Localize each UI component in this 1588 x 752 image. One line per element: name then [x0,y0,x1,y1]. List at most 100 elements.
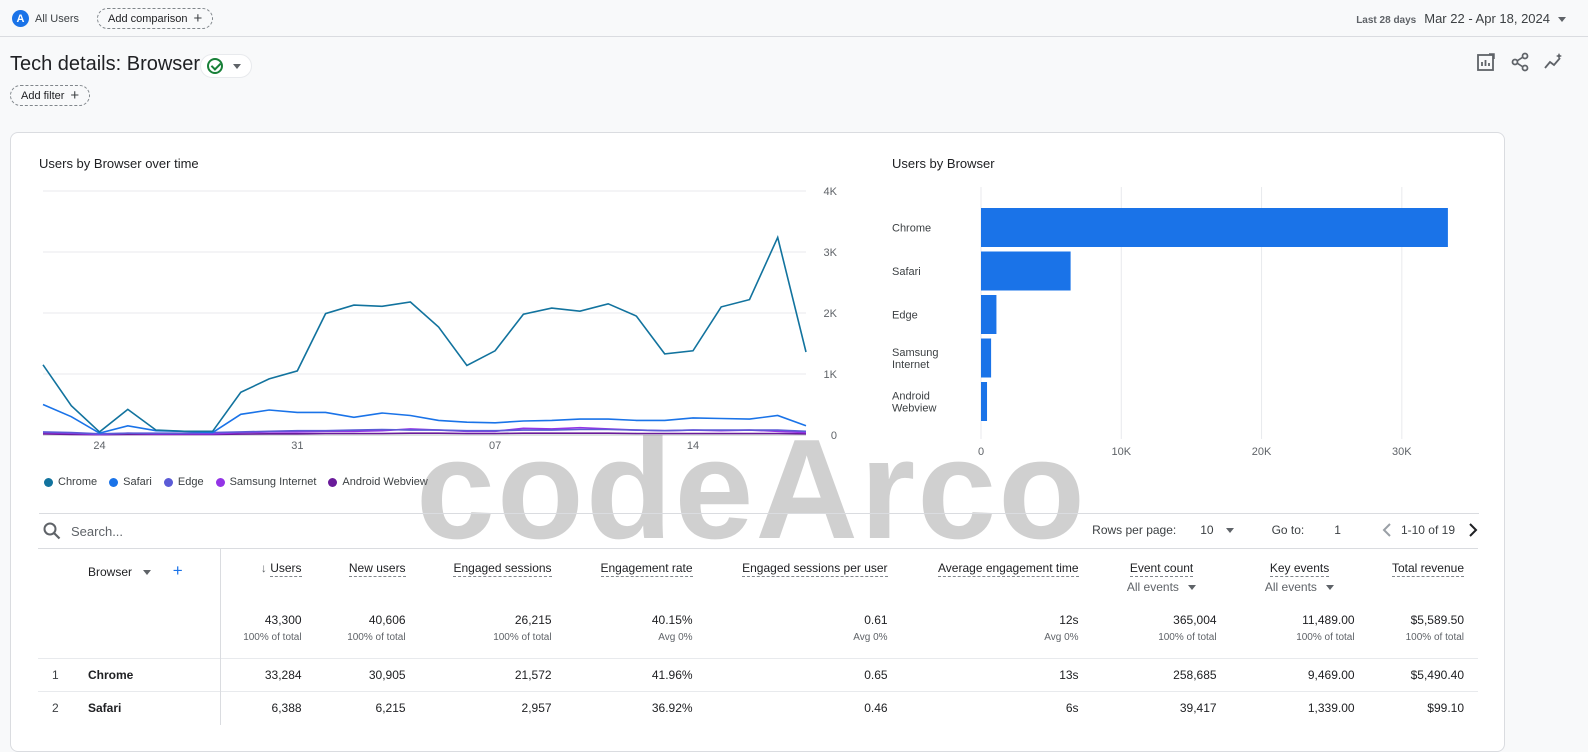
segment-badge: A [12,10,29,27]
table-search[interactable]: Search... [43,522,123,540]
top-bar: A All Users Add comparison + Last 28 day… [0,0,1588,37]
line-chart[interactable]: 0 1K 2K 3K 4K 24Mar 31 07Apr 14 [11,173,851,453]
legend-item[interactable]: Edge [163,476,204,488]
legend-dot [109,477,119,487]
y-tick-label: 1K [824,369,838,381]
add-dimension-icon[interactable]: + [172,561,183,580]
segment-label: All Users [35,12,80,25]
total-cell: 11,489.00 100% of total [1231,613,1369,659]
bar-category-label: Webview [892,403,936,415]
col-engagement-rate-label: Engagement rate [600,561,693,577]
rows-per-page-select[interactable]: 10 [1200,523,1214,537]
x-tick-label: 14 [687,440,699,452]
row-cell: 13s [901,658,1093,692]
chevron-right-icon[interactable] [1467,523,1479,537]
add-filter-button[interactable]: Add filter + [10,85,91,106]
row-rank: 2 [38,691,74,725]
total-cell: 40,606 100% of total [316,613,420,659]
segment-all-users[interactable]: A All Users [12,10,79,27]
col-engaged-sessions[interactable]: Engaged sessions [419,548,566,613]
legend-item[interactable]: Chrome [44,476,97,488]
chevron-down-icon[interactable] [1225,527,1234,533]
total-cell: 365,004 100% of total [1093,613,1231,659]
total-sub: Avg 0% [658,631,693,643]
row-rank: 1 [38,658,74,692]
total-sub: 100% of total [493,631,552,643]
key-event-filter-select[interactable]: All events [1245,580,1355,594]
row-cell: 30,905 [315,658,420,692]
series-line-edge[interactable] [42,428,807,435]
date-range-dropdown-icon[interactable] [1558,17,1566,22]
bar-edge[interactable] [981,295,997,334]
total-sub: Avg 0% [1044,631,1079,643]
event-filter-select[interactable]: All events [1107,580,1217,594]
row-cell: 41.96% [565,658,707,692]
legend-dot [328,477,338,487]
bar-chart[interactable]: 0 10K 20K 30K Chrome Safari Edge SamsungInterne… [881,173,1501,463]
customize-report-icon[interactable] [1476,52,1496,72]
col-engaged-sessions-per-user-label: Engaged sessions per user [742,561,888,577]
chevron-left-icon[interactable] [1381,523,1393,537]
legend-label: Samsung Internet [229,476,317,488]
col-new-users-label: New users [348,561,406,577]
col-engaged-sessions-label: Engaged sessions [453,561,552,577]
col-average-engagement-time[interactable]: Average engagement time [901,548,1093,613]
row-browser-name[interactable]: Chrome [74,658,222,692]
col-key-events[interactable]: Key events All events [1230,548,1369,613]
col-total-revenue-label: Total revenue [1391,561,1464,577]
table-row[interactable]: 1 Chrome 33,284 30,905 21,572 41.96% 0.6… [38,658,1478,692]
row-cell: $99.10 [1368,691,1478,725]
table-row[interactable]: 2 Safari 6,388 6,215 2,957 36.92% 0.46 6… [38,691,1478,725]
bar-chrome[interactable] [981,208,1448,247]
total-sub: Avg 0% [853,631,888,643]
chevron-down-icon [1326,585,1335,591]
total-cell: 40.15% Avg 0% [566,613,707,659]
dimension-header[interactable]: Browser + [38,548,222,613]
legend-item[interactable]: Safari [109,476,152,488]
total-sub: 100% of total [1405,631,1464,643]
chevron-down-icon[interactable] [143,570,152,576]
report-toolbar [1476,52,1564,72]
row-cell: 1,339.00 [1230,691,1369,725]
legend-item[interactable]: Android Webview [328,476,428,488]
chevron-down-icon [233,63,241,69]
row-browser-name[interactable]: Safari [74,691,222,725]
total-value: 43,300 [264,612,302,627]
col-engagement-rate[interactable]: Engagement rate [565,548,707,613]
add-comparison-button[interactable]: Add comparison + [97,8,214,29]
insights-icon[interactable] [1544,52,1564,72]
total-cell: 0.61 Avg 0% [707,613,902,659]
check-circle-icon [207,58,223,74]
col-event-count-label: Event count [1129,561,1194,577]
col-new-users[interactable]: New users [315,548,420,613]
row-cell: 0.46 [706,691,902,725]
chevron-down-icon [1188,585,1197,591]
share-icon[interactable] [1510,52,1530,72]
row-cell: 39,417 [1092,691,1231,725]
bar-safari[interactable] [981,251,1071,291]
data-table: Browser + ↓ Users New users Engaged sess… [38,548,1478,725]
legend-item[interactable]: Samsung Internet [215,476,317,488]
bar-samsung-internet[interactable] [981,338,992,378]
bar-chart-title: Users by Browser [892,156,995,171]
x-tick-label: 24 [93,440,105,452]
y-tick-label: 0 [831,430,837,442]
col-users[interactable]: ↓ Users [220,548,316,613]
bar-category-label: Chrome [892,223,931,235]
bar-category-label: Android [892,391,930,403]
search-input[interactable]: Search... [71,523,124,539]
goto-input[interactable]: 1 [1334,523,1341,537]
date-range-value: Mar 22 - Apr 18, 2024 [1424,11,1550,26]
col-engaged-sessions-per-user[interactable]: Engaged sessions per user [706,548,902,613]
goto-label: Go to: [1271,523,1305,537]
report-status-menu[interactable] [200,54,252,78]
series-line-chrome[interactable] [42,234,807,433]
col-total-revenue[interactable]: Total revenue [1368,548,1478,613]
col-event-count[interactable]: Event count All events [1092,548,1231,613]
x-tick-sublabel: Mar [90,452,109,453]
totals-label-cell [38,612,222,659]
bar-android-webview[interactable] [981,382,988,421]
total-cell: 43,300 100% of total [221,613,316,659]
legend-label: Edge [177,476,204,488]
date-range-picker[interactable]: Last 28 days Mar 22 - Apr 18, 2024 [1356,11,1550,26]
